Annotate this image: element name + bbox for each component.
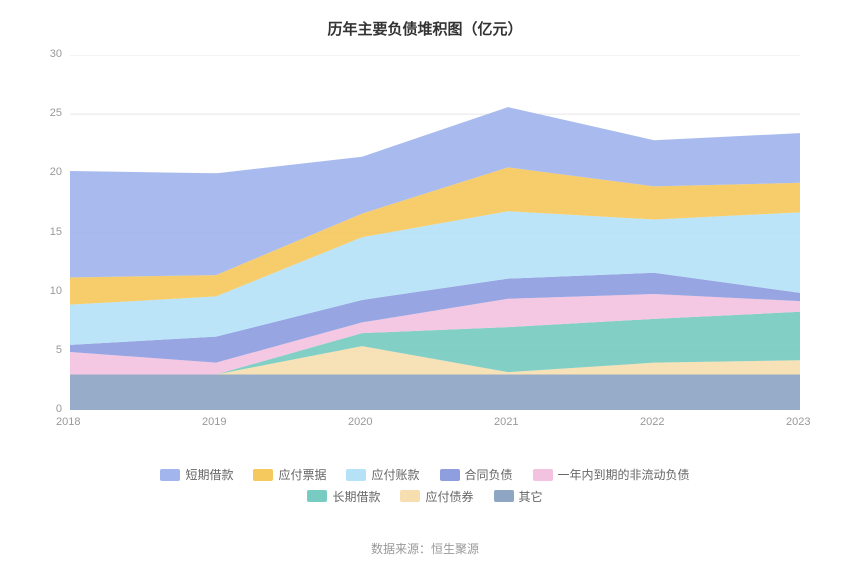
stacked-area-chart: 历年主要负债堆积图（亿元） 短期借款 应付票据 应付账款 合同负债 一年内到期的非流动负… <box>0 0 850 575</box>
legend-label: 长期借款 <box>332 488 380 505</box>
x-tick-label: 2022 <box>640 416 664 428</box>
legend-swatch <box>494 490 514 502</box>
x-tick-label: 2018 <box>56 416 80 428</box>
area-series[interactable] <box>70 375 800 411</box>
y-tick-label: 15 <box>50 226 62 238</box>
plot-area <box>70 55 800 410</box>
legend-label: 合同负债 <box>465 466 513 483</box>
legend-item[interactable]: 其它 <box>494 488 543 505</box>
legend-item[interactable]: 应付债券 <box>400 488 473 505</box>
legend: 短期借款 应付票据 应付账款 合同负债 一年内到期的非流动负债长期借款 应付债券 其它 <box>0 462 850 509</box>
y-tick-label: 0 <box>56 403 62 415</box>
x-tick-label: 2020 <box>348 416 372 428</box>
legend-swatch <box>160 469 180 481</box>
legend-item[interactable]: 应付票据 <box>253 466 326 483</box>
legend-label: 应付票据 <box>278 466 326 483</box>
legend-swatch <box>440 469 460 481</box>
y-tick-label: 25 <box>50 107 62 119</box>
legend-row: 短期借款 应付票据 应付账款 合同负债 一年内到期的非流动负债 <box>0 466 850 484</box>
legend-swatch <box>400 490 420 502</box>
y-tick-label: 10 <box>50 285 62 297</box>
legend-swatch <box>253 469 273 481</box>
y-tick-label: 30 <box>50 48 62 60</box>
legend-label: 其它 <box>519 488 543 505</box>
legend-label: 一年内到期的非流动负债 <box>558 466 690 483</box>
legend-swatch <box>307 490 327 502</box>
legend-swatch <box>533 469 553 481</box>
y-tick-label: 20 <box>50 166 62 178</box>
legend-item[interactable]: 长期借款 <box>307 488 380 505</box>
x-tick-label: 2021 <box>494 416 518 428</box>
legend-label: 应付债券 <box>425 488 473 505</box>
legend-swatch <box>346 469 366 481</box>
source-note: 数据来源：恒生聚源 <box>0 540 850 557</box>
legend-item[interactable]: 一年内到期的非流动负债 <box>533 466 690 483</box>
legend-item[interactable]: 短期借款 <box>160 466 233 483</box>
y-tick-label: 5 <box>56 344 62 356</box>
legend-item[interactable]: 合同负债 <box>440 466 513 483</box>
x-tick-label: 2023 <box>786 416 810 428</box>
chart-title: 历年主要负债堆积图（亿元） <box>0 0 850 39</box>
legend-label: 应付账款 <box>371 466 419 483</box>
chart-svg <box>70 55 800 410</box>
legend-row: 长期借款 应付债券 其它 <box>0 488 850 506</box>
legend-label: 短期借款 <box>185 466 233 483</box>
x-tick-label: 2019 <box>202 416 226 428</box>
legend-item[interactable]: 应付账款 <box>346 466 419 483</box>
